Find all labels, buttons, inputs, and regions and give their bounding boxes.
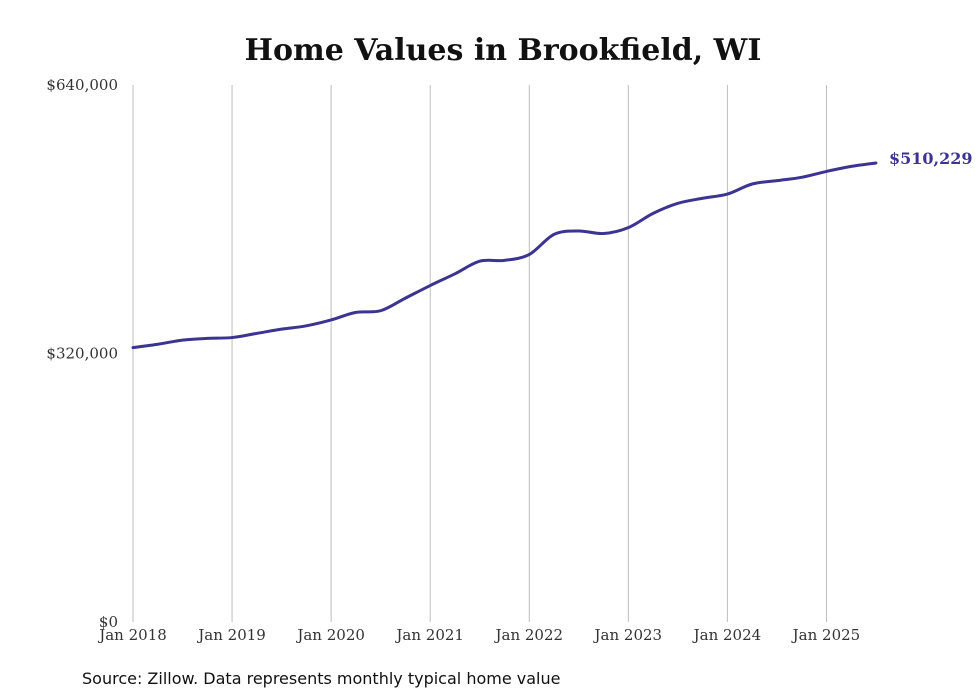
y-tick-label: $0 (99, 613, 118, 631)
x-tick-label: Jan 2025 (791, 626, 861, 644)
x-tick-label: Jan 2019 (196, 626, 266, 644)
x-tick-label: Jan 2022 (493, 626, 563, 644)
grid-lines (132, 85, 827, 622)
x-tick-label: Jan 2018 (97, 626, 167, 644)
series-line (131, 161, 878, 350)
y-tick-label: $640,000 (46, 76, 118, 94)
end-value-label: $510,229 (889, 149, 973, 168)
series-group: $510,229 (131, 149, 973, 350)
y-tick-label: $320,000 (46, 345, 118, 363)
y-axis-ticks: $0 $320,000 $640,000 (46, 76, 118, 631)
x-axis-ticks: Jan 2018 Jan 2019 Jan 2020 Jan 2021 Jan 2022… (97, 626, 860, 644)
x-tick-label: Jan 2021 (394, 626, 464, 644)
x-tick-label: Jan 2023 (593, 626, 663, 644)
chart-title: Home Values in Brookfield, WI (245, 33, 762, 68)
x-tick-label: Jan 2020 (295, 626, 365, 644)
source-note: Source: Zillow. Data represents monthly … (82, 669, 560, 688)
x-tick-label: Jan 2024 (692, 626, 762, 644)
